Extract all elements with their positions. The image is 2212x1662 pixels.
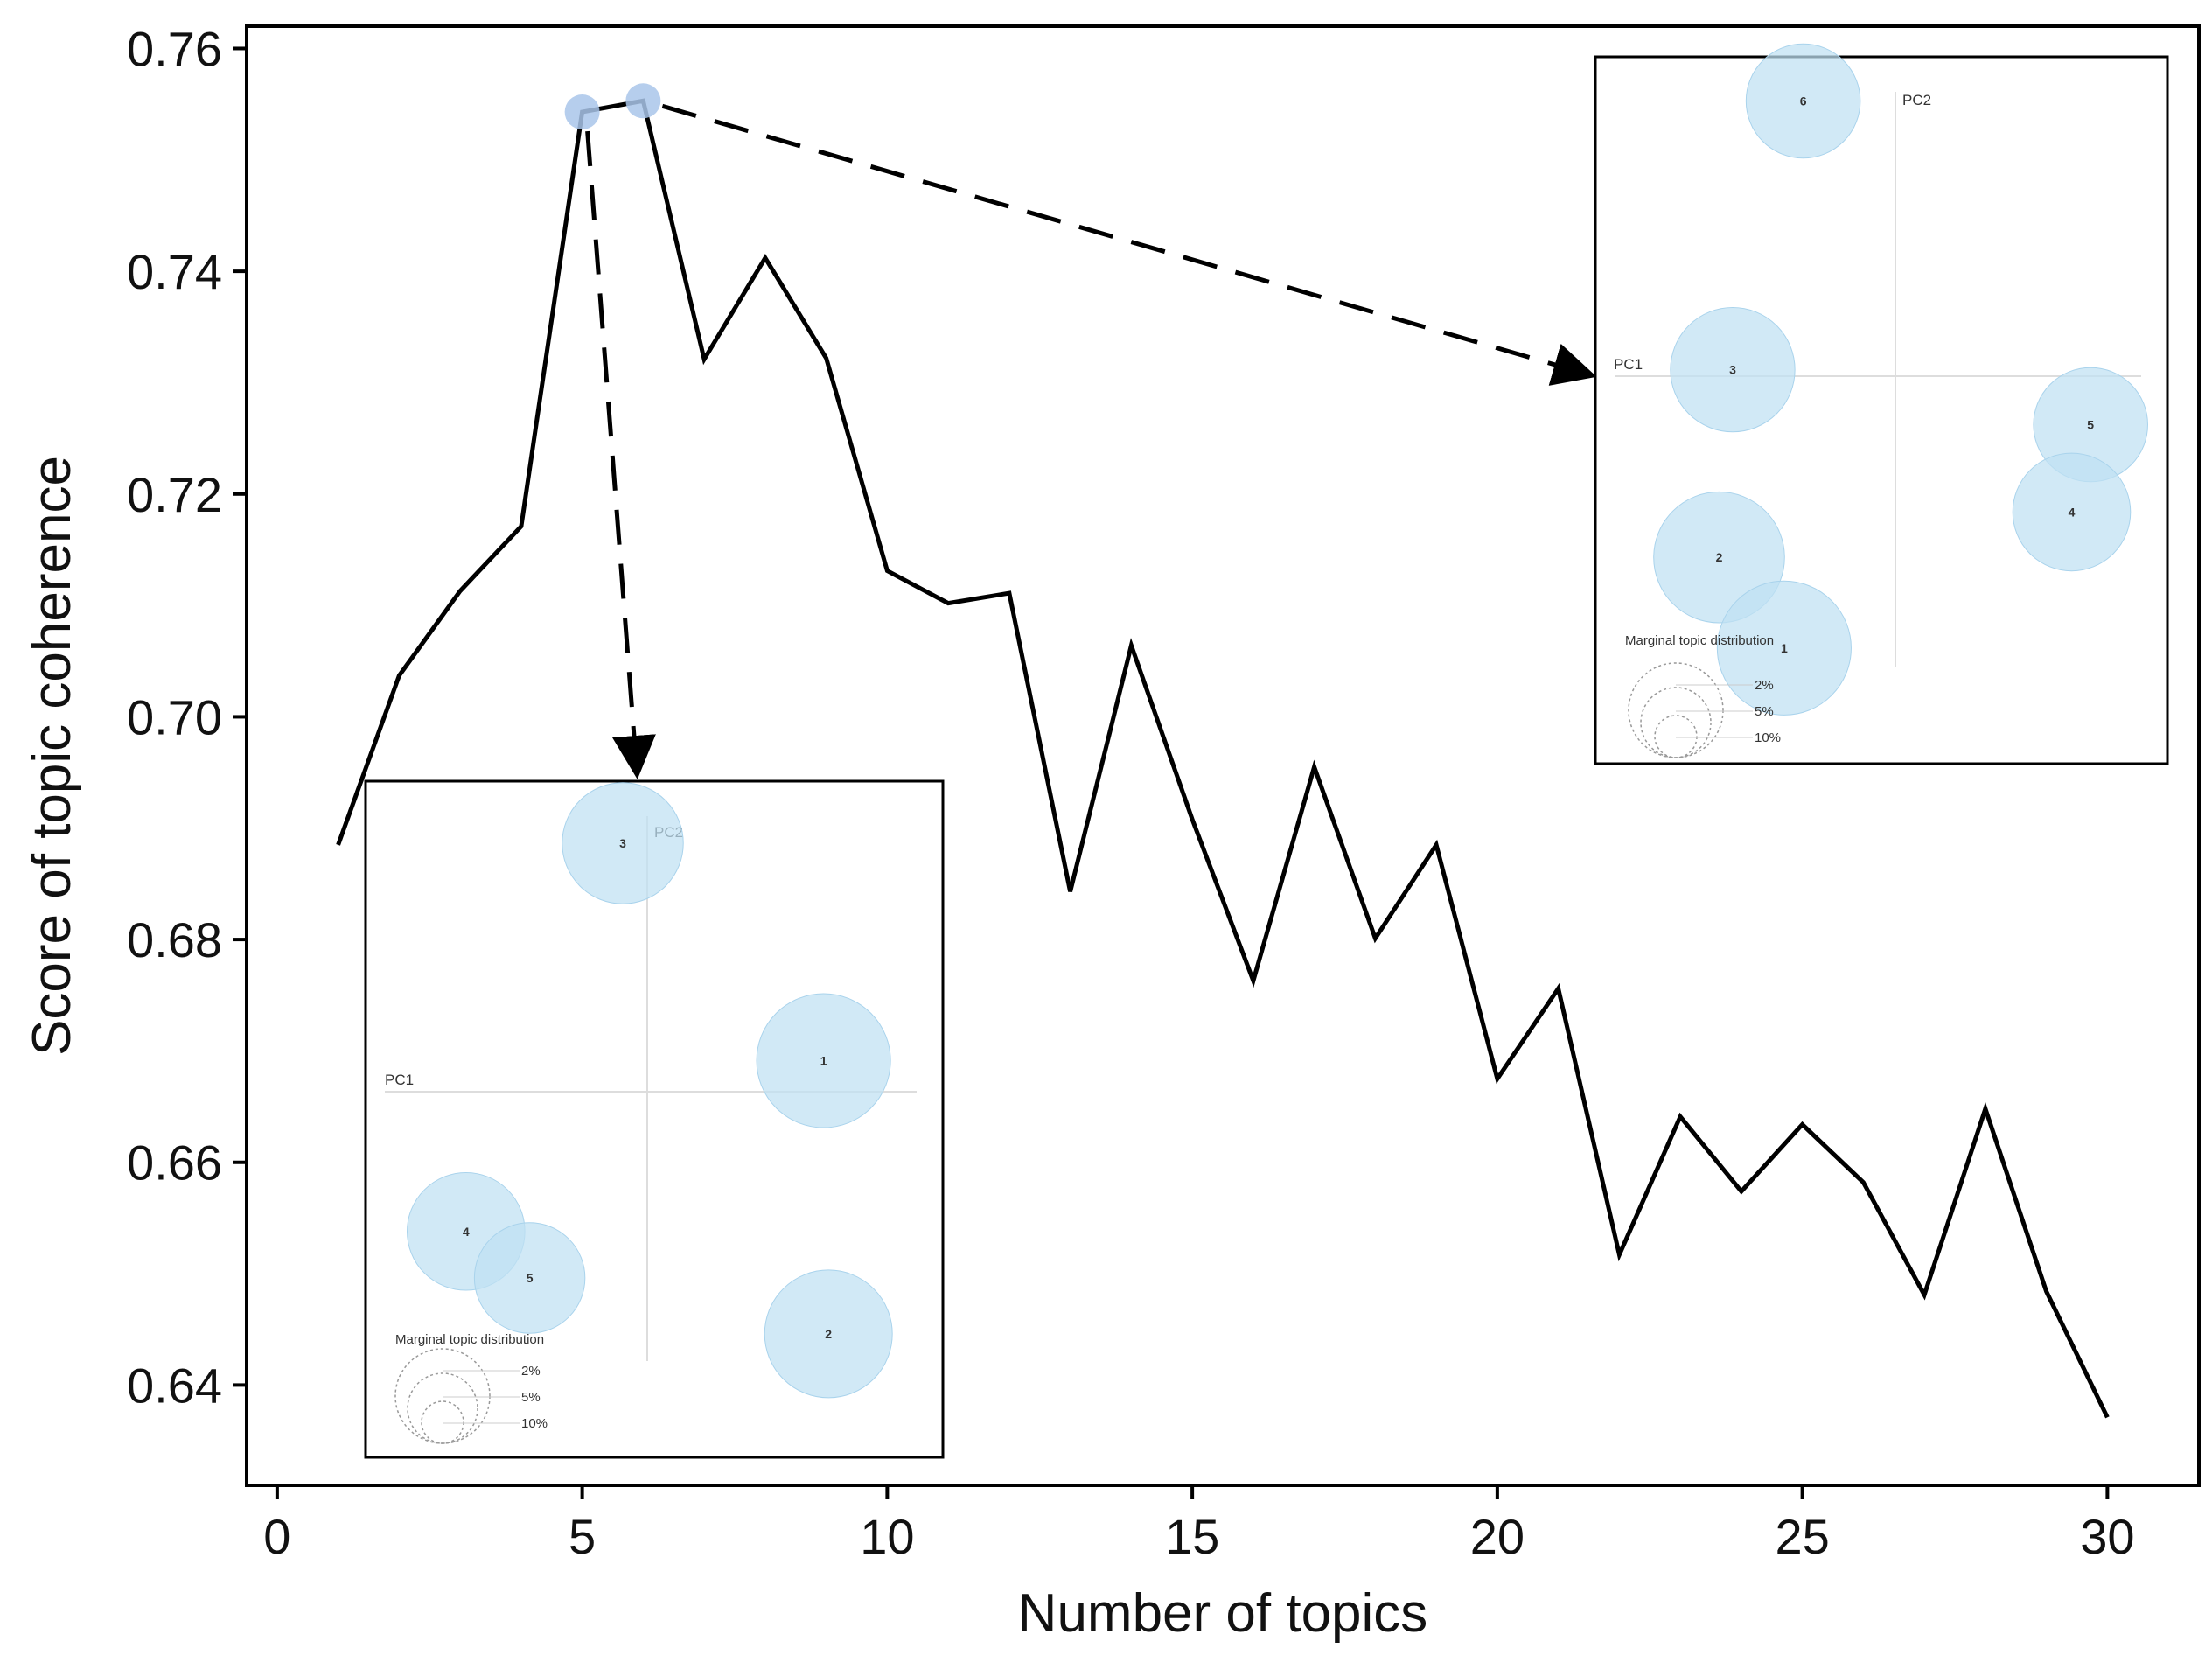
x-tick-label: 30 <box>2080 1509 2134 1564</box>
topic-label: 2 <box>825 1327 832 1341</box>
highlight-point <box>564 94 600 130</box>
topic-bubble <box>1670 306 1796 433</box>
y-axis-title: Score of topic coherence <box>22 456 82 1056</box>
topic-label: 2 <box>1716 550 1723 564</box>
legend-label: 5% <box>521 1390 541 1405</box>
y-tick-label: 0.76 <box>127 21 222 76</box>
topic-label: 1 <box>820 1054 827 1068</box>
topic-bubble <box>2012 452 2132 572</box>
topic-bubble <box>1745 43 1861 159</box>
legend-label: 2% <box>521 1364 541 1379</box>
y-tick-label: 0.74 <box>127 244 222 299</box>
topic-label: 5 <box>2087 418 2094 432</box>
pc2-label: PC2 <box>1902 92 1931 108</box>
topic-label: 4 <box>463 1225 470 1239</box>
legend-label: 2% <box>1755 678 1774 693</box>
y-tick-label: 0.72 <box>127 467 222 522</box>
inset-layer: PC1 PC2 3 1 4 5 2 Marginal topic distribution 2%… <box>364 43 2169 1459</box>
pc1-label: PC1 <box>385 1072 414 1088</box>
topic-label: 6 <box>1800 94 1807 108</box>
y-tick-label: 0.70 <box>127 689 222 744</box>
inset-6-topics: PC1 PC2 6 3 5 4 2 1 Marginal topic distribution 2… <box>1594 43 2169 765</box>
legend-title: Marginal topic distribution <box>1625 633 1774 648</box>
topic-bubble <box>473 1222 586 1334</box>
legend-circle <box>1628 662 1724 758</box>
pc1-label: PC1 <box>1614 356 1643 373</box>
y-tick-label: 0.64 <box>127 1358 222 1413</box>
y-tick-label: 0.66 <box>127 1135 222 1191</box>
series-layer <box>336 83 2110 1419</box>
x-tick-label: 15 <box>1165 1509 1219 1564</box>
topic-bubble <box>764 1269 893 1399</box>
x-tick-label: 20 <box>1470 1509 1525 1564</box>
topic-label: 5 <box>527 1271 534 1285</box>
y-axis: 0.64 0.66 0.68 0.70 0.72 0.74 0.76 <box>127 21 247 1413</box>
legend-label: 10% <box>1755 730 1781 745</box>
legend-label: 5% <box>1755 704 1774 719</box>
legend-circle <box>394 1348 491 1444</box>
topic-bubble <box>1716 580 1852 716</box>
x-axis-title: Number of topics <box>1018 1583 1428 1644</box>
topic-bubble <box>756 993 891 1128</box>
legend-label: 10% <box>521 1416 548 1431</box>
legend-title: Marginal topic distribution <box>395 1332 544 1347</box>
x-tick-label: 25 <box>1775 1509 1829 1564</box>
topic-label: 4 <box>2069 505 2076 519</box>
x-tick-label: 0 <box>263 1509 290 1564</box>
topic-bubble <box>562 782 684 904</box>
topic-label: 3 <box>1729 363 1736 377</box>
inset-5-topics: PC1PC231452Marginal topic distribution2%… <box>364 779 945 1459</box>
highlight-point <box>625 83 661 119</box>
x-tick-label: 5 <box>569 1509 596 1564</box>
x-axis: 0 5 10 15 20 25 30 <box>263 1485 2135 1564</box>
x-tick-label: 10 <box>860 1509 914 1564</box>
topic-label: 3 <box>619 836 626 850</box>
y-tick-label: 0.68 <box>127 912 222 967</box>
topic-label: 1 <box>1781 641 1788 655</box>
